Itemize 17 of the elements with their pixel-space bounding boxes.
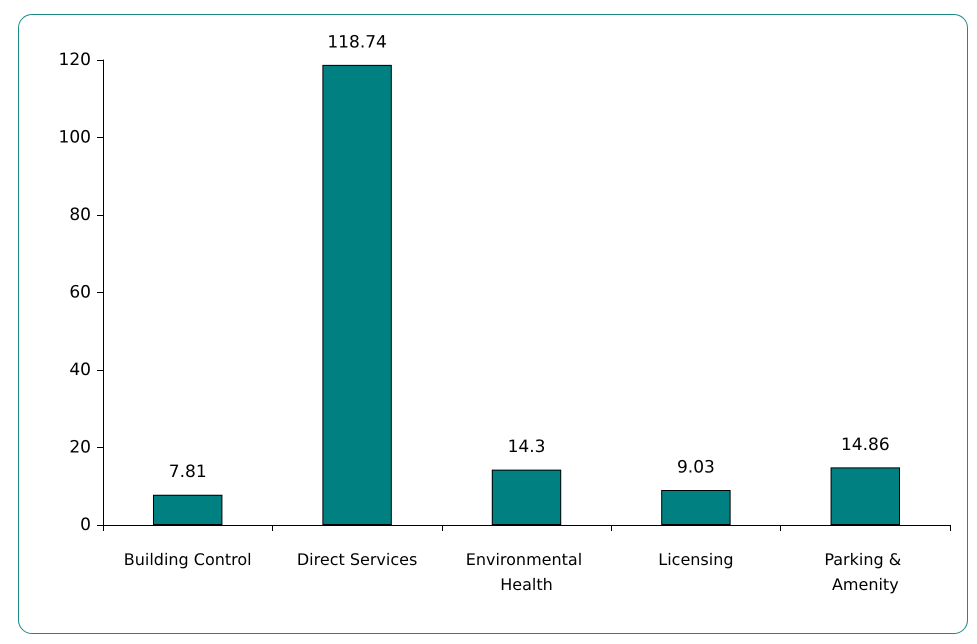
x-tick-label: Building Control [124, 550, 252, 569]
y-tick-label: 120 [58, 50, 91, 70]
x-tick-label: Licensing [658, 550, 734, 569]
x-tick-label: Parking & Amenity [824, 550, 906, 594]
y-tick-label: 80 [69, 205, 91, 225]
y-tick-label: 20 [69, 438, 91, 458]
data-label: 7.81 [168, 462, 207, 482]
data-label: 9.03 [676, 458, 715, 478]
y-tick-label: 0 [80, 515, 91, 535]
y-tick-label: 100 [58, 128, 91, 148]
y-tick-label: 40 [69, 360, 91, 380]
data-label: 14.3 [508, 437, 546, 458]
y-tick-label: 60 [69, 282, 91, 302]
x-tick-label: Environmental Health [466, 550, 588, 594]
x-tick-label: Direct Services [296, 550, 418, 569]
data-label: 14.86 [840, 434, 890, 455]
data-label: 118.74 [327, 32, 387, 52]
